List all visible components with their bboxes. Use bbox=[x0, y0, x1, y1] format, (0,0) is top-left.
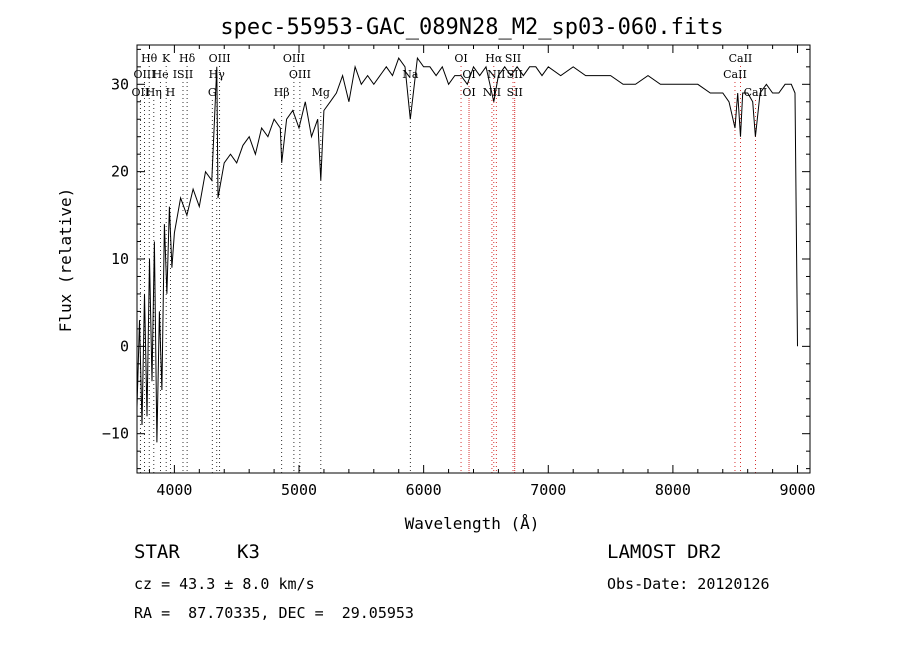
line-marker-label-1: K bbox=[162, 52, 171, 65]
line-marker-label-17: SII bbox=[507, 68, 523, 81]
line-markers bbox=[139, 66, 756, 473]
object-subclass: K3 bbox=[237, 541, 260, 563]
y-tick-label-1: 0 bbox=[120, 337, 129, 355]
line-marker-label-16: NII bbox=[487, 68, 505, 81]
x-tick-label-3: 7000 bbox=[530, 481, 566, 499]
line-marker-label-27: SII bbox=[507, 86, 523, 99]
line-marker-label-9: OIII bbox=[133, 68, 155, 81]
x-tick-label-2: 6000 bbox=[406, 481, 442, 499]
line-marker-label-8: CaII bbox=[729, 52, 753, 65]
line-marker-label-6: Hα bbox=[485, 52, 503, 65]
line-marker-label-4: OIII bbox=[283, 52, 305, 65]
redshift-value: cz = 43.3 ± 8.0 km/s bbox=[134, 575, 315, 593]
line-marker-label-2: Hδ bbox=[179, 52, 196, 65]
y-axis-label: Flux (relative) bbox=[56, 188, 75, 333]
line-marker-label-24: Mg bbox=[312, 86, 330, 99]
x-tick-label-5: 9000 bbox=[779, 481, 815, 499]
line-marker-label-10: He bbox=[153, 68, 169, 81]
x-tick-label-1: 5000 bbox=[281, 481, 317, 499]
line-marker-label-23: Hβ bbox=[274, 86, 290, 99]
line-marker-label-20: Hη bbox=[146, 86, 162, 99]
coordinates: RA = 87.70335, DEC = 29.05953 bbox=[134, 604, 414, 622]
line-marker-label-22: G bbox=[208, 86, 217, 99]
x-axis: 4000 5000 6000 7000 8000 9000 bbox=[148, 45, 816, 499]
chart-title: spec-55953-GAC_089N28_M2_sp03-060.fits bbox=[220, 15, 723, 40]
object-type: STAR bbox=[134, 541, 180, 563]
y-axis: −10 0 10 20 30 bbox=[102, 48, 810, 470]
line-marker-label-5: OI bbox=[454, 52, 467, 65]
y-tick-label-4: 30 bbox=[111, 75, 129, 93]
y-tick-label-3: 20 bbox=[111, 163, 129, 181]
plot-frame bbox=[136, 44, 811, 474]
x-axis-label: Wavelength (Å) bbox=[405, 514, 540, 533]
line-marker-label-11: ISII bbox=[173, 68, 194, 81]
line-marker-label-0: Hθ bbox=[141, 52, 158, 65]
observation-date: Obs-Date: 20120126 bbox=[607, 575, 770, 593]
x-tick-label-4: 8000 bbox=[655, 481, 691, 499]
x-tick-label-0: 4000 bbox=[156, 481, 192, 499]
y-tick-label-2: 10 bbox=[111, 250, 129, 268]
line-marker-label-19: OII bbox=[132, 86, 150, 99]
line-marker-label-18: CaII bbox=[723, 68, 747, 81]
spectrum-line bbox=[136, 56, 798, 443]
line-marker-label-21: H bbox=[166, 86, 176, 99]
y-tick-label-0: −10 bbox=[102, 425, 129, 443]
line-marker-label-25: OI bbox=[462, 86, 475, 99]
line-marker-label-7: SII bbox=[505, 52, 521, 65]
survey-name: LAMOST DR2 bbox=[607, 541, 722, 563]
line-marker-label-13: OIII bbox=[289, 68, 311, 81]
line-marker-label-3: OIII bbox=[209, 52, 231, 65]
